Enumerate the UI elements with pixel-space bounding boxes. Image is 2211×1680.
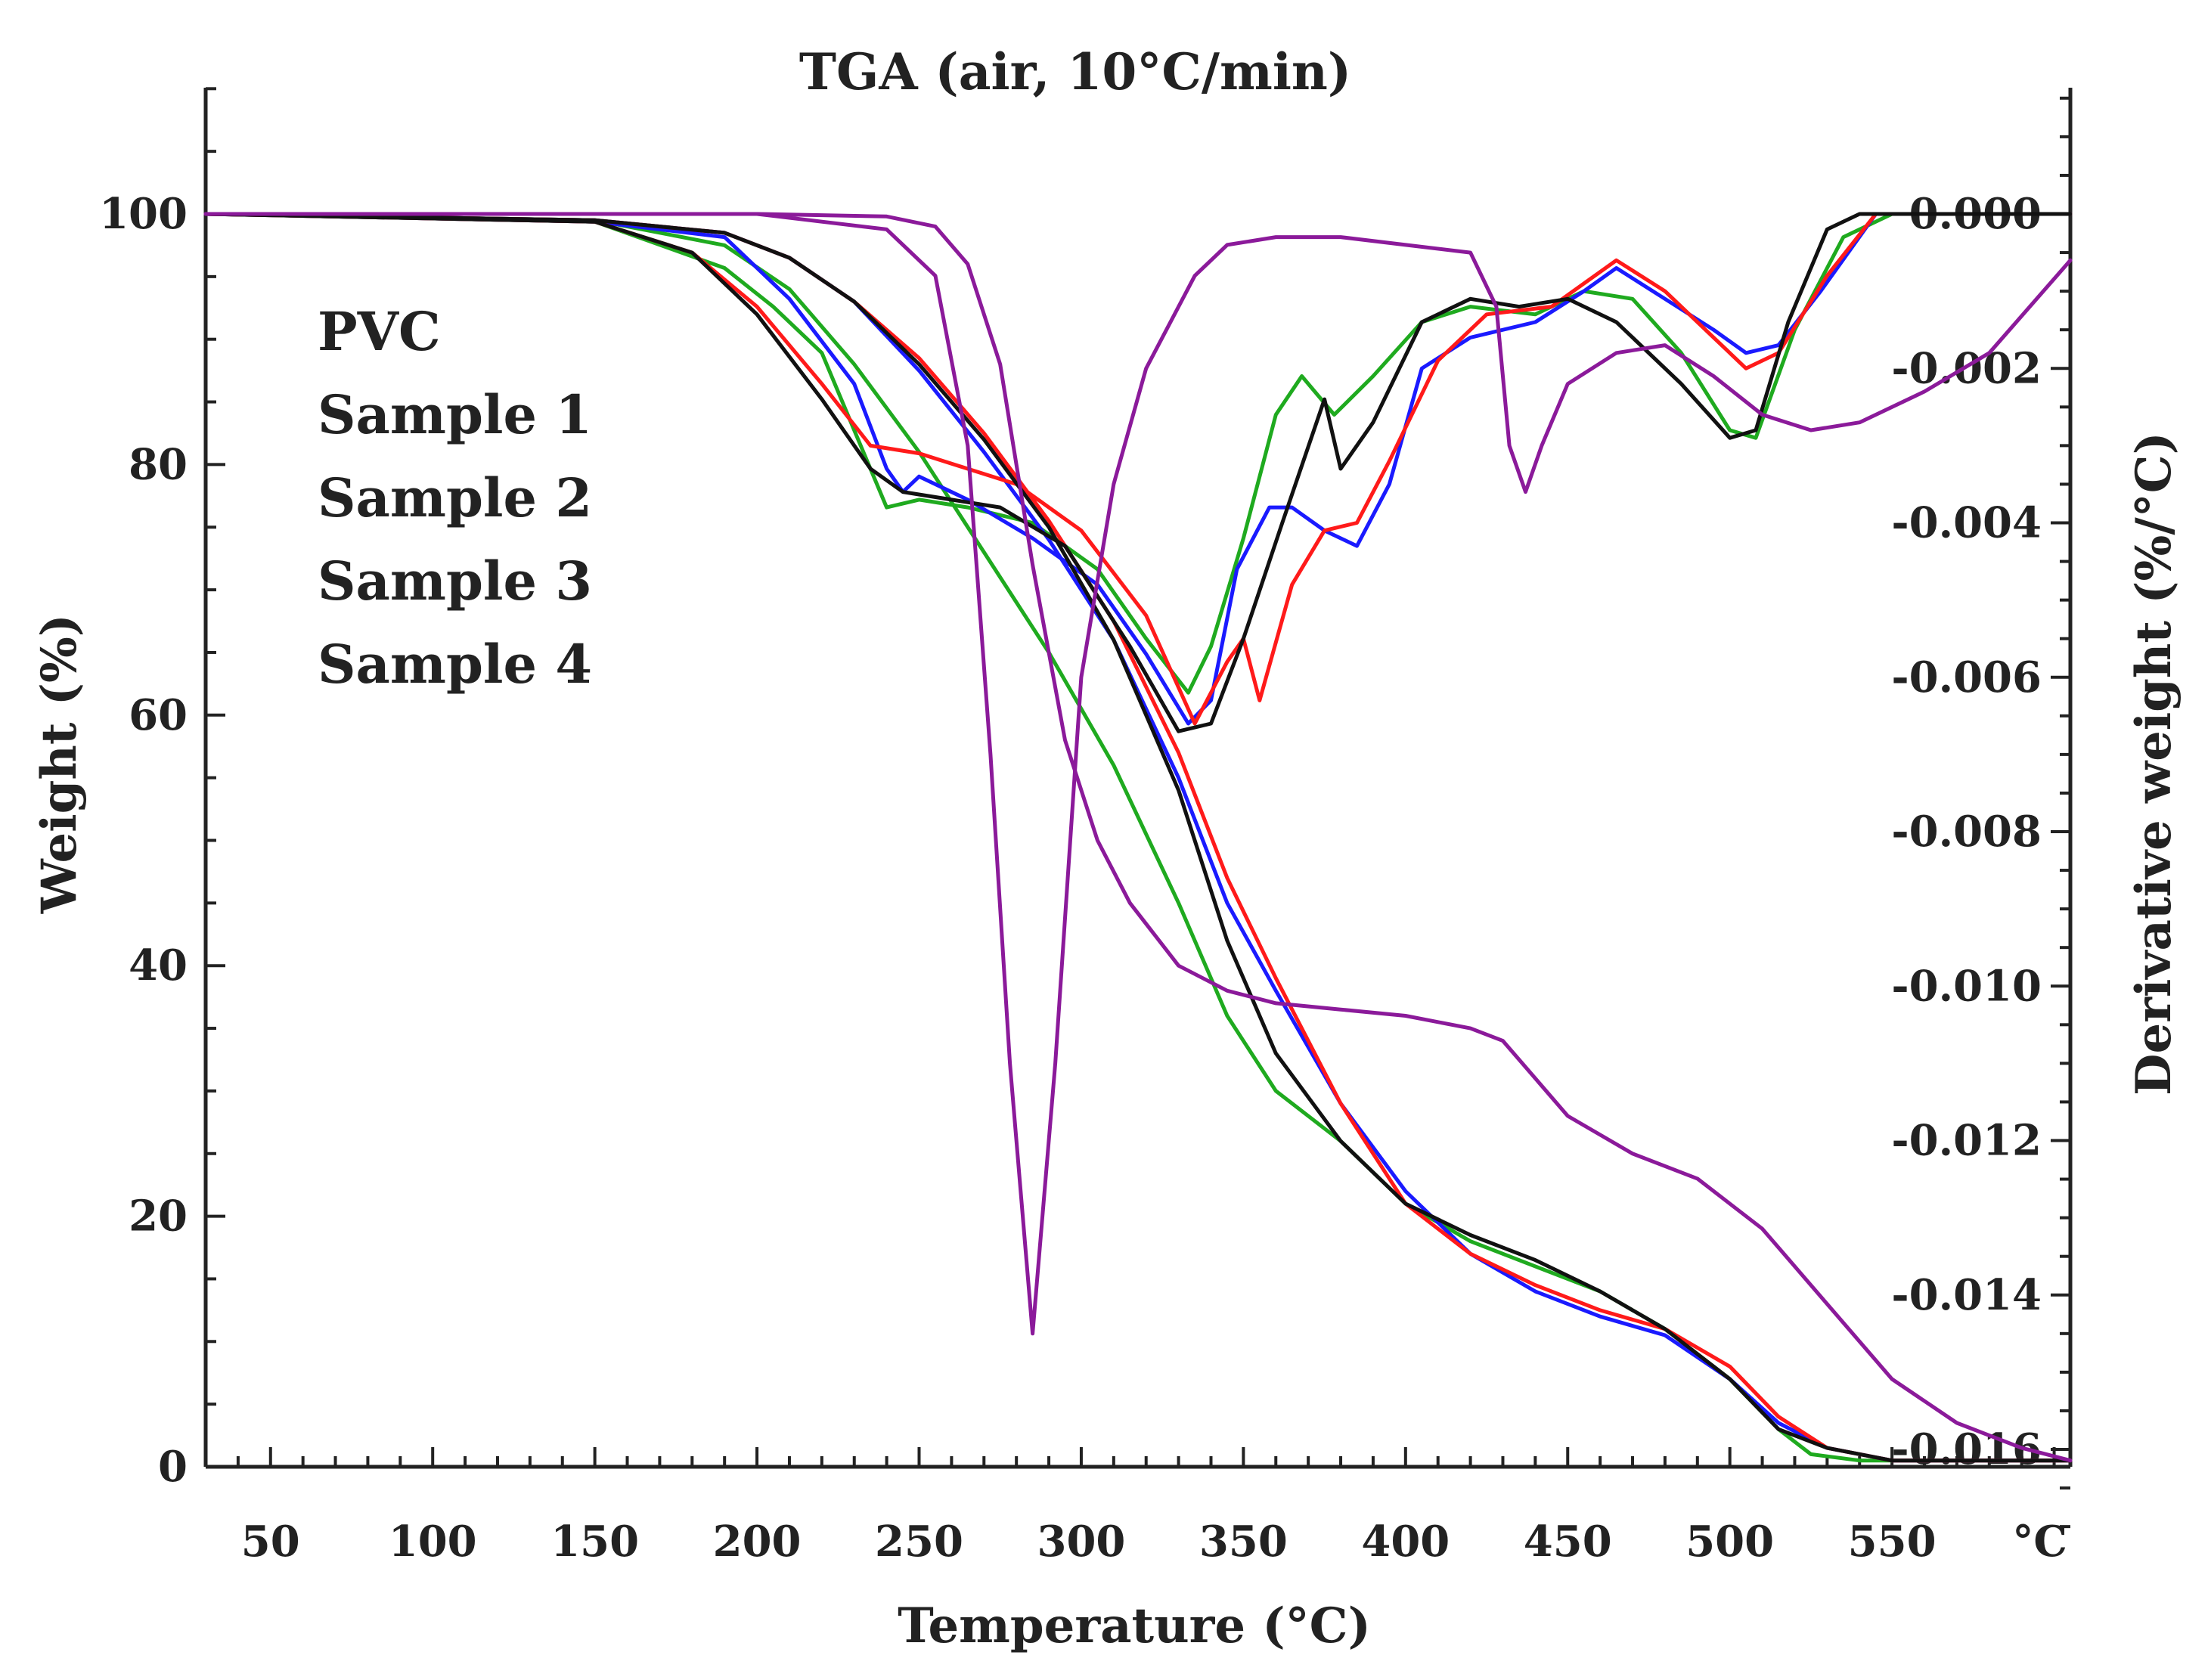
x-axis-ticks: 50 100 150 200 250 300 350 400 450 500 550 °C (204, 1447, 2067, 1567)
legend-sample-3: Sample 3 (318, 550, 592, 612)
x-tick-label: 500 (1685, 1517, 1774, 1567)
x-tick-label: 550 (1848, 1517, 1937, 1567)
sample-2-derivative-curve (203, 212, 2073, 726)
y2-axis-ticks: 0.000-0.002-0.004-0.006-0.008-0.010-0.01… (1891, 96, 2070, 1529)
x-tick-label: 250 (875, 1517, 963, 1567)
x-tick-label: 300 (1037, 1517, 1125, 1567)
x-tick-label: 200 (713, 1517, 802, 1567)
pvc-derivative-curve (203, 212, 2073, 1336)
chart-title: TGA (air, 10°C/min) (799, 42, 1351, 101)
y2-tick-label: -0.010 (1891, 961, 2042, 1011)
y2-tick-label: -0.012 (1891, 1116, 2042, 1166)
legend-sample-1: Sample 1 (318, 383, 592, 446)
y-tick-label: 100 (99, 189, 188, 239)
x-axis-label: Temperature (°C) (898, 1598, 1371, 1654)
y-tick-label: 80 (129, 439, 188, 489)
y2-tick-label: -0.008 (1891, 807, 2042, 857)
y-tick-label: 60 (129, 690, 188, 740)
y2-axis-label: Derivative weight (%/°C) (2126, 432, 2182, 1096)
y-axis-label: Weight (%) (31, 614, 88, 914)
sample-4-derivative-curve (203, 212, 2073, 733)
y2-tick-label: -0.004 (1891, 498, 2042, 548)
x-tick-label: 50 (241, 1517, 300, 1567)
legend-sample-4: Sample 4 (318, 633, 592, 696)
y2-tick-label: -0.014 (1891, 1270, 2042, 1320)
y-axis-ticks: 0 20 40 60 80 100 (99, 87, 225, 1492)
y2-tick-label: -0.016 (1891, 1424, 2042, 1474)
pvc-weight-curve (203, 212, 2073, 1463)
series-layer (203, 212, 2073, 1463)
x-unit-label: °C (2012, 1517, 2067, 1567)
x-tick-label: 450 (1524, 1517, 1612, 1567)
x-tick-label: 350 (1199, 1517, 1288, 1567)
sample-3-derivative-curve (203, 212, 2073, 726)
x-tick-label: 150 (550, 1517, 639, 1567)
y-tick-label: 40 (129, 941, 188, 990)
sample-1-derivative-curve (203, 212, 2073, 695)
sample-4-weight-curve (203, 212, 2073, 1463)
y-tick-label: 0 (158, 1442, 188, 1492)
y-tick-label: 20 (129, 1192, 188, 1241)
x-tick-label: 400 (1361, 1517, 1450, 1567)
y2-tick-label: -0.006 (1891, 652, 2042, 702)
x-tick-label: 100 (389, 1517, 477, 1567)
legend: PVC Sample 1 Sample 2 Sample 3 Sample 4 (318, 300, 592, 696)
legend-sample-2: Sample 2 (318, 466, 592, 529)
legend-pvc: PVC (318, 300, 441, 363)
